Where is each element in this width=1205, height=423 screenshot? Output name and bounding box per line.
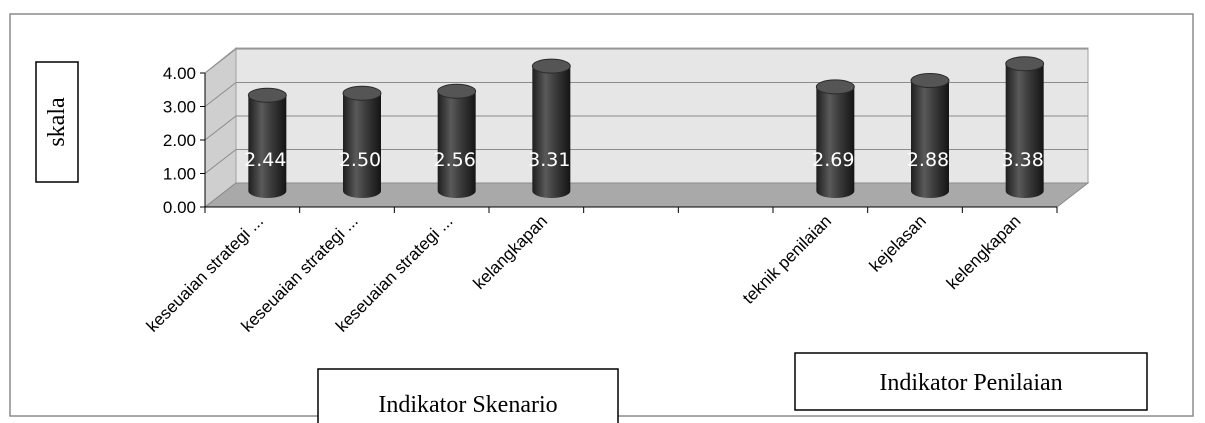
data-label: 3.31: [528, 149, 570, 171]
bar: [910, 73, 950, 198]
gridline: [204, 82, 1088, 107]
ylabel: skala: [44, 97, 70, 147]
data-label: 2.44: [244, 149, 286, 171]
gridline: [204, 115, 1088, 141]
bar: [342, 85, 382, 198]
gridlines: [204, 48, 1088, 174]
gridline: [204, 48, 1088, 74]
bar: [531, 58, 571, 199]
bars: [247, 56, 1045, 199]
data-label: 2.69: [812, 149, 854, 171]
group-label-skenario: Indikator Skenario: [378, 392, 557, 418]
bar: [1005, 56, 1045, 198]
group-label-box-skenario: [317, 368, 619, 423]
bar: [247, 87, 287, 198]
data-labels: 2.44 2.50 2.56 3.31 2.69 2.88 3.38: [244, 149, 1044, 171]
x-axis: [204, 206, 1058, 213]
data-label: 2.50: [339, 149, 381, 171]
group-label-box-penilaian: [794, 352, 1148, 411]
floor: [203, 182, 1090, 208]
bar: [437, 83, 477, 198]
y-tick-label: 1.00: [163, 165, 196, 184]
data-label: 3.38: [1002, 149, 1044, 171]
y-tick-label: 0.00: [163, 198, 196, 217]
gridline: [204, 149, 1088, 174]
y-tick-label: 4.00: [163, 64, 196, 83]
y-tick-label: 3.00: [163, 98, 196, 117]
data-label: 2.56: [434, 149, 476, 171]
data-label: 2.88: [907, 149, 949, 171]
ylabel-box: [35, 61, 79, 183]
y-axis: 0.00 1.00 2.00 3.00 4.00: [163, 64, 206, 217]
group-label-penilaian: Indikator Penilaian: [879, 370, 1062, 396]
bar: [815, 79, 855, 198]
y-tick-label: 2.00: [163, 131, 196, 150]
